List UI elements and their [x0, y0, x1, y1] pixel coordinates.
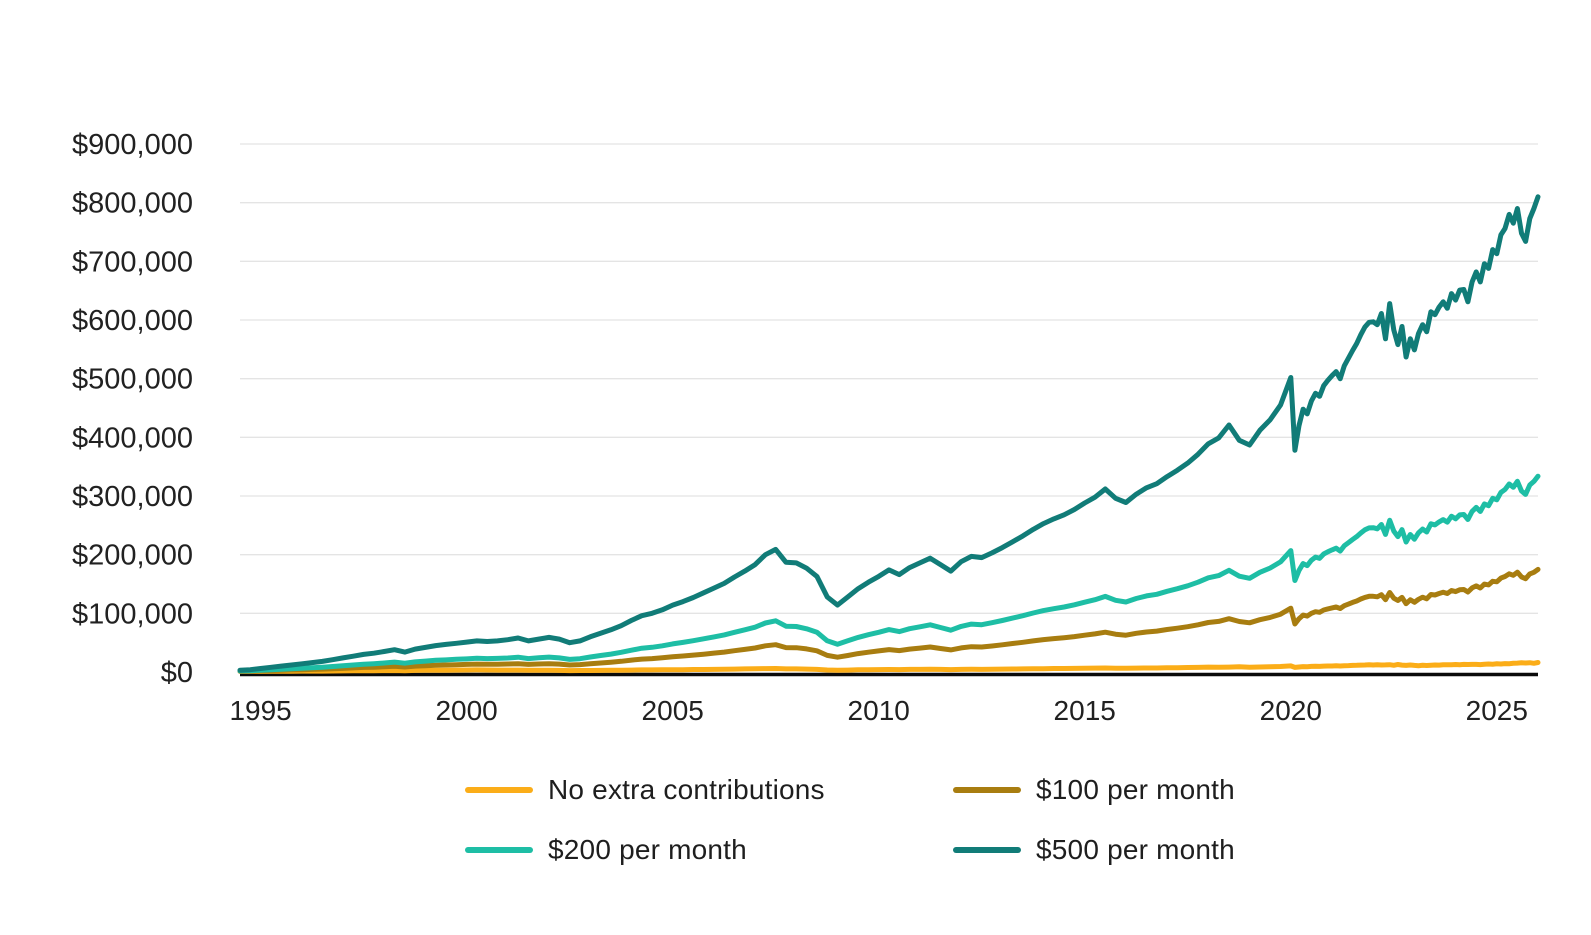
- x-tick-label: 2020: [1260, 695, 1322, 726]
- series-line-500-per-month: [237, 194, 1541, 673]
- x-tick-label: 2000: [435, 695, 497, 726]
- y-tick-label: $800,000: [72, 188, 193, 220]
- y-tick-label: $300,000: [72, 481, 193, 513]
- y-tick-label: $700,000: [72, 246, 193, 278]
- y-tick-label: $600,000: [72, 305, 193, 337]
- series-line-100-per-month: [237, 566, 1541, 674]
- series-line-no-extra-contributions: [237, 660, 1541, 674]
- y-tick-label: $200,000: [72, 540, 193, 572]
- y-tick-label: $900,000: [72, 129, 193, 161]
- y-tick-label: $400,000: [72, 422, 193, 454]
- y-tick-label: $0: [161, 657, 193, 689]
- y-tick-label: $500,000: [72, 364, 193, 396]
- x-tick-label: 2010: [848, 695, 910, 726]
- x-tick-label: 1995: [229, 695, 291, 726]
- series-line-200-per-month: [237, 473, 1541, 674]
- x-tick-label: 2015: [1054, 695, 1116, 726]
- x-tick-label: 2005: [642, 695, 704, 726]
- x-tick-label: 2025: [1466, 695, 1528, 726]
- y-tick-label: $100,000: [72, 598, 193, 630]
